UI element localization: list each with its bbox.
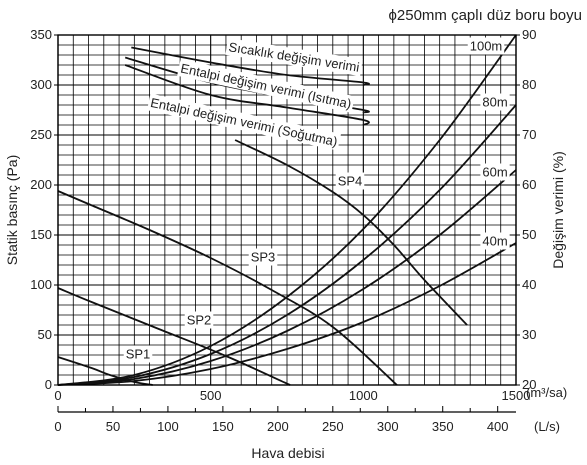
fan-label-sp3: SP3 xyxy=(251,250,276,265)
x-tick-label-ls: 0 xyxy=(54,419,61,434)
chart-title: ϕ250mm çaplı düz boru boyu xyxy=(388,7,582,24)
fan-label-sp4-group: SP4 xyxy=(335,172,365,190)
fan-curve-sp4 xyxy=(234,139,468,326)
fan-label-sp4: SP4 xyxy=(338,174,363,189)
fan-curve-sp2 xyxy=(57,287,291,386)
axes: 0 50 100 150 200 250 300 350 20 30 40 50 60 70 80 90 0 50… xyxy=(30,27,536,434)
y-left-tick-label: 250 xyxy=(30,127,52,142)
plot-frame xyxy=(57,34,517,386)
duct-label-40m-bg xyxy=(480,232,510,250)
fan-curve-sp3 xyxy=(57,190,398,386)
x-tick-label-ls: 50 xyxy=(106,419,120,434)
x-axis-title: Hava debisi xyxy=(251,445,324,461)
duct-curve-60m xyxy=(57,169,517,386)
y-left-tick-label: 0 xyxy=(45,377,52,392)
duct-label-80m-group: 80m xyxy=(480,93,510,111)
x-tick-label-ls: 100 xyxy=(157,419,179,434)
fan-label-sp2: SP2 xyxy=(187,313,212,328)
y-left-axis-title: Statik basınç (Pa) xyxy=(4,155,20,266)
x-unit-ls: (L/s) xyxy=(534,419,560,434)
y-left-tick-label: 200 xyxy=(30,177,52,192)
duct-curve-100m xyxy=(57,34,517,386)
efficiency-curve-1 xyxy=(131,46,370,86)
fan-label-sp1-bg xyxy=(123,345,153,363)
fan-label-sp4-bg xyxy=(335,172,365,190)
fan-curve-sp1 xyxy=(57,356,153,386)
x-tick-label-m3h: 1500 xyxy=(502,388,531,403)
efficiency-label-1-group: Sıcaklık değişim verimi xyxy=(225,37,363,77)
efficiency-curve-3 xyxy=(124,64,370,126)
duct-curve-40m xyxy=(57,242,517,386)
y-right-tick-label: 50 xyxy=(522,227,536,242)
x-tick-label-ls: 300 xyxy=(377,419,399,434)
duct-curve-80m xyxy=(57,104,517,386)
x-tick-label-m3h: 500 xyxy=(200,388,222,403)
x-tick-label-ls: 200 xyxy=(267,419,289,434)
y-left-tick-label: 50 xyxy=(38,327,52,342)
duct-label-60m: 60m xyxy=(482,165,507,180)
y-right-tick-label: 90 xyxy=(522,27,536,42)
duct-label-100m-group: 100m xyxy=(467,37,505,55)
fan-label-sp1-group: SP1 xyxy=(123,345,153,363)
duct-label-80m: 80m xyxy=(482,95,507,110)
fan-label-sp3-group: SP3 xyxy=(248,248,278,266)
x-tick-label-m3h: 1000 xyxy=(349,388,378,403)
x-tick-label-m3h: 0 xyxy=(54,388,61,403)
curves xyxy=(57,34,517,386)
duct-label-100m: 100m xyxy=(470,39,503,54)
fan-label-sp2-group: SP2 xyxy=(184,311,214,329)
x-tick-label-ls: 250 xyxy=(322,419,344,434)
y-left-tick-label: 100 xyxy=(30,277,52,292)
duct-label-60m-bg xyxy=(480,163,510,181)
duct-label-80m-bg xyxy=(480,93,510,111)
y-right-tick-label: 80 xyxy=(522,77,536,92)
y-right-tick-label: 20 xyxy=(522,377,536,392)
x-tick-label-ls: 150 xyxy=(212,419,234,434)
duct-label-40m-group: 40m xyxy=(480,232,510,250)
x-tick-label-ls: 400 xyxy=(487,419,509,434)
duct-label-60m-group: 60m xyxy=(480,163,510,181)
fan-label-sp2-bg xyxy=(184,311,214,329)
y-right-tick-label: 60 xyxy=(522,177,536,192)
efficiency-label-1-bg xyxy=(225,37,363,77)
fan-label-sp3-bg xyxy=(248,248,278,266)
y-right-tick-label: 40 xyxy=(522,277,536,292)
y-right-tick-label: 70 xyxy=(522,127,536,142)
efficiency-label-3-bg xyxy=(146,93,342,151)
y-right-tick-label: 30 xyxy=(522,327,536,342)
y-left-tick-label: 300 xyxy=(30,77,52,92)
efficiency-label-2-bg xyxy=(177,59,355,113)
y-left-tick-label: 350 xyxy=(30,27,52,42)
duct-label-100m-bg xyxy=(467,37,505,55)
x-tick-label-ls: 350 xyxy=(432,419,454,434)
x-unit-m3h: (m³/sa) xyxy=(526,385,567,400)
y-left-tick-label: 150 xyxy=(30,227,52,242)
duct-label-40m: 40m xyxy=(482,234,507,249)
fan-label-sp1: SP1 xyxy=(126,347,151,362)
y-right-axis-title: Değişim verimi (%) xyxy=(550,151,566,268)
